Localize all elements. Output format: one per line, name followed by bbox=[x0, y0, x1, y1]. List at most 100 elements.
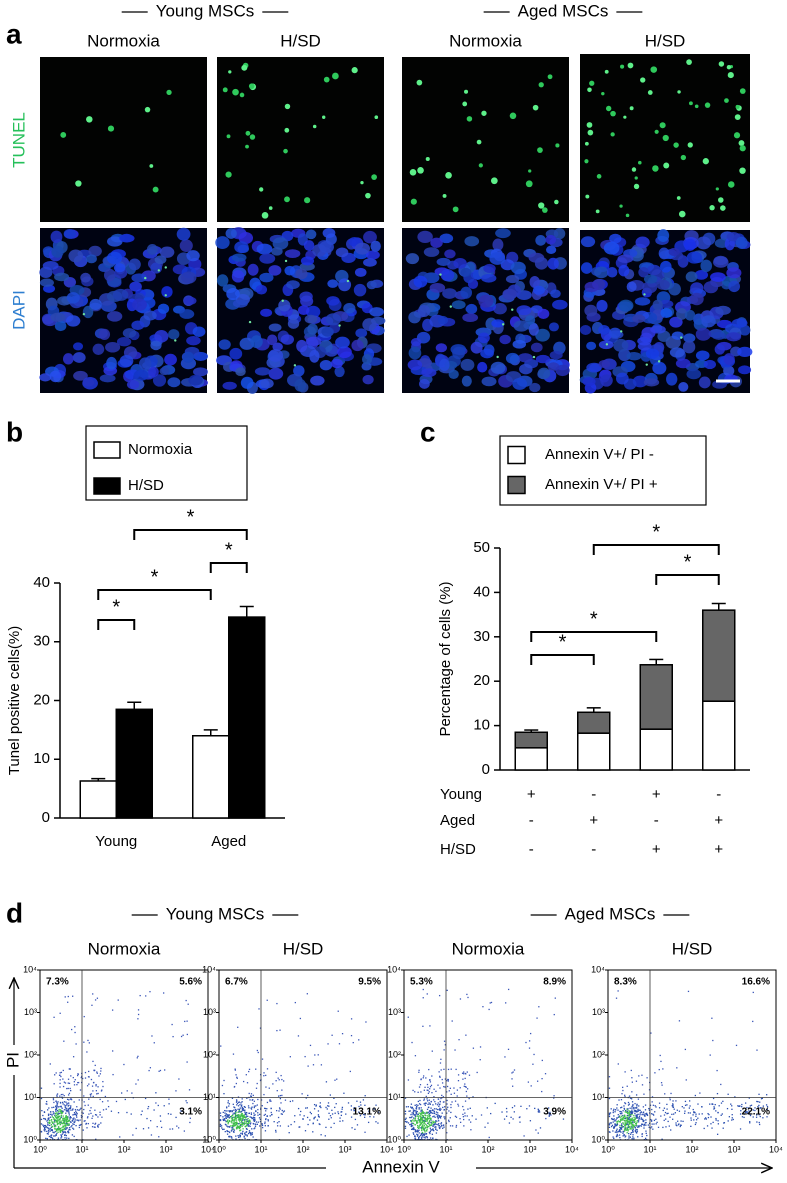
dot bbox=[672, 1103, 674, 1105]
dot bbox=[428, 1123, 430, 1126]
dot bbox=[549, 1111, 551, 1114]
dot bbox=[278, 1121, 280, 1123]
dot bbox=[423, 1098, 426, 1100]
x-tick-label: 10² bbox=[296, 1144, 309, 1154]
dot bbox=[428, 1113, 430, 1116]
dot bbox=[625, 1122, 627, 1125]
y-tick-label: 10 bbox=[473, 717, 490, 734]
dot bbox=[53, 1101, 55, 1104]
nucleus bbox=[698, 376, 711, 389]
nucleus bbox=[417, 304, 431, 317]
dot bbox=[300, 1110, 302, 1113]
dot bbox=[638, 1109, 640, 1111]
dot bbox=[278, 1110, 280, 1112]
dot bbox=[421, 1131, 424, 1134]
dot bbox=[468, 1074, 471, 1076]
nucleus bbox=[532, 285, 545, 295]
nucleus bbox=[268, 265, 282, 276]
dot bbox=[438, 1126, 440, 1129]
dot bbox=[219, 1119, 222, 1121]
dot bbox=[237, 1111, 239, 1113]
dot bbox=[373, 1108, 375, 1110]
nucleus bbox=[666, 372, 678, 386]
dot bbox=[505, 1115, 508, 1117]
nucleus bbox=[505, 275, 520, 284]
dot bbox=[46, 1132, 48, 1135]
dot bbox=[53, 1135, 55, 1137]
dot bbox=[120, 1092, 123, 1094]
dot bbox=[635, 1116, 638, 1119]
cell bbox=[631, 167, 637, 172]
dot bbox=[433, 1108, 436, 1110]
dot bbox=[625, 1120, 628, 1122]
dot bbox=[220, 1125, 223, 1127]
dot bbox=[53, 1118, 56, 1120]
dot bbox=[420, 1110, 422, 1112]
dot bbox=[409, 1123, 411, 1126]
nucleus bbox=[188, 374, 203, 386]
dot bbox=[67, 1117, 69, 1119]
dot bbox=[635, 1107, 637, 1109]
dot bbox=[56, 1114, 58, 1117]
dot bbox=[440, 1115, 442, 1117]
dot bbox=[137, 1055, 139, 1058]
dot bbox=[362, 1099, 365, 1101]
nucleus bbox=[182, 351, 195, 363]
dot bbox=[255, 1121, 257, 1123]
dot bbox=[231, 1122, 233, 1124]
dot bbox=[541, 1077, 543, 1080]
dot bbox=[426, 1112, 428, 1114]
dot bbox=[421, 1114, 424, 1116]
dot bbox=[429, 1117, 431, 1119]
dot bbox=[59, 1102, 62, 1104]
dot bbox=[100, 1122, 102, 1124]
dot bbox=[623, 1128, 626, 1130]
nucleus bbox=[537, 308, 550, 319]
dot bbox=[46, 1127, 49, 1129]
nucleus bbox=[293, 365, 305, 377]
significance-star: * bbox=[652, 521, 660, 543]
nucleus bbox=[226, 288, 240, 301]
dot bbox=[422, 1119, 425, 1122]
dot bbox=[620, 1107, 622, 1109]
dot bbox=[651, 1113, 653, 1115]
dot bbox=[629, 1111, 631, 1113]
dot bbox=[629, 1128, 631, 1130]
dot bbox=[290, 1123, 292, 1126]
dot bbox=[439, 1087, 441, 1089]
dot bbox=[228, 1130, 230, 1133]
dot bbox=[420, 1127, 423, 1130]
nucleus bbox=[89, 298, 102, 310]
nucleus bbox=[119, 233, 134, 243]
dot bbox=[430, 1107, 432, 1109]
dot bbox=[241, 1110, 243, 1113]
dot bbox=[271, 1113, 273, 1116]
quadrant-percent: 5.3% bbox=[410, 977, 433, 988]
dot bbox=[171, 1128, 174, 1130]
dot bbox=[248, 1068, 251, 1071]
dot bbox=[631, 1101, 634, 1103]
dot bbox=[424, 1112, 426, 1114]
dot bbox=[684, 1104, 687, 1106]
dot bbox=[65, 1118, 67, 1120]
dot bbox=[429, 1132, 431, 1135]
nucleus bbox=[99, 374, 116, 383]
dot bbox=[244, 1116, 246, 1118]
dot bbox=[711, 1017, 713, 1019]
cell bbox=[694, 104, 699, 109]
dot bbox=[251, 1132, 254, 1134]
dot bbox=[56, 1119, 59, 1121]
dot bbox=[100, 1090, 103, 1092]
dot bbox=[621, 1093, 623, 1095]
dot bbox=[428, 1099, 430, 1101]
nucleus bbox=[353, 283, 367, 297]
dot bbox=[675, 1100, 677, 1102]
dot bbox=[626, 1127, 628, 1129]
dot bbox=[67, 1116, 69, 1118]
dot bbox=[65, 1134, 67, 1137]
dot bbox=[257, 1098, 259, 1101]
dot bbox=[236, 1116, 238, 1119]
dot bbox=[227, 1116, 229, 1118]
dot bbox=[683, 1112, 686, 1114]
dot bbox=[617, 1135, 619, 1137]
